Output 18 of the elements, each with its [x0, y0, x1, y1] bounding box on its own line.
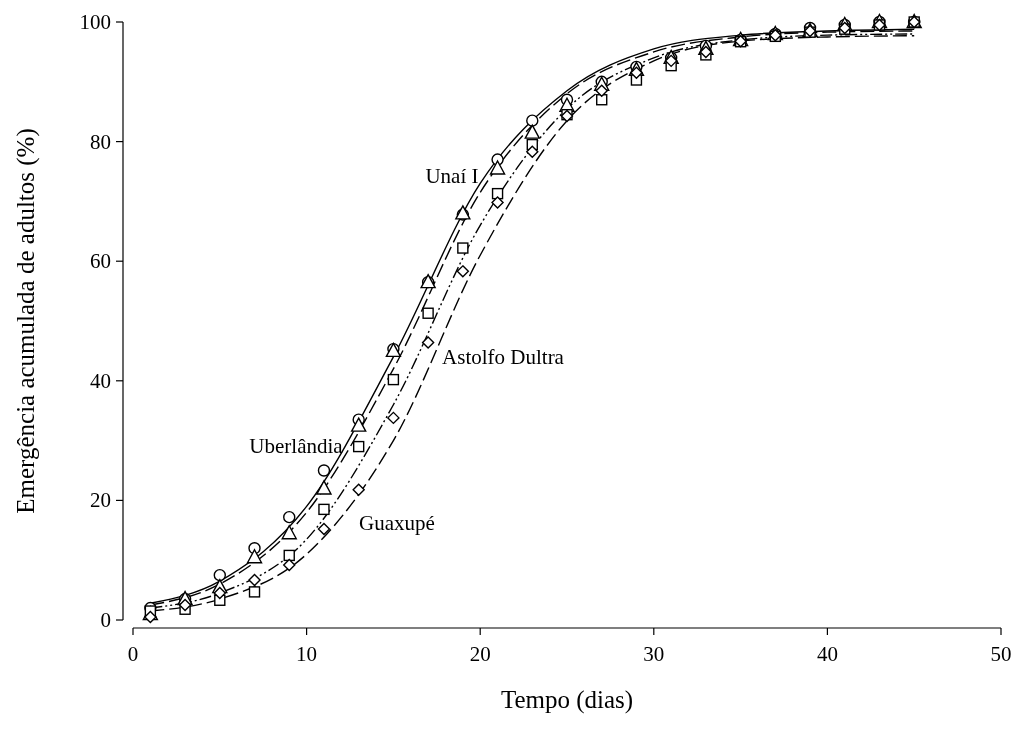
- y-tick-label: 60: [90, 249, 111, 274]
- x-tick-label: 0: [127, 642, 139, 666]
- annotation: Astolfo Dultra: [442, 345, 565, 370]
- y-tick-label: 0: [100, 608, 111, 632]
- annotation: Unaí I: [425, 164, 479, 189]
- x-tick-label: 20: [469, 642, 491, 666]
- x-tick-label: 30: [643, 642, 665, 666]
- x-tick-label: 40: [816, 642, 838, 666]
- annotation: Guaxupé: [359, 511, 435, 536]
- y-tick-label: 100: [79, 10, 111, 34]
- y-tick-label: 80: [90, 129, 111, 154]
- x-tick-label: 50: [990, 642, 1012, 666]
- y-tick-label: 40: [90, 368, 111, 393]
- x-axis-title: Tempo (dias): [500, 686, 634, 714]
- x-tick-label: 10: [296, 642, 318, 666]
- annotation: Uberlândia: [249, 434, 344, 459]
- y-tick-label: 20: [90, 488, 111, 513]
- y-axis-title: Emergência acumulada de adultos (%): [12, 128, 40, 514]
